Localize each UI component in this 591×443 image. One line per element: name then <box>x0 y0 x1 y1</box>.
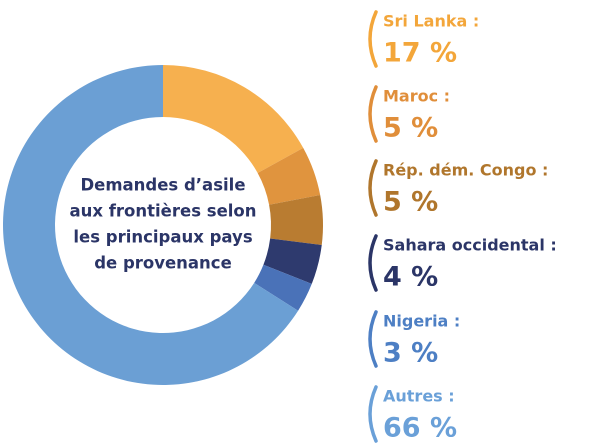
legend-label: Sri Lanka : <box>383 12 479 31</box>
value-label: 5 % <box>383 187 438 218</box>
donut-slice <box>257 147 321 205</box>
value-label: 4 % <box>383 262 438 293</box>
value-label: 3 % <box>383 338 438 369</box>
legend-label: Nigeria : <box>383 312 460 331</box>
chart-title: aux frontières selon <box>69 202 256 221</box>
legend-label: Maroc : <box>383 87 450 106</box>
donut-slice <box>269 195 323 246</box>
donut-slice <box>254 264 312 311</box>
donut-slice <box>3 65 299 385</box>
legend-bracket <box>368 85 378 143</box>
value-label: 5 % <box>383 113 438 144</box>
legend-label: Autres : <box>383 387 455 406</box>
chart-title: les principaux pays <box>73 228 252 247</box>
legend-bracket <box>368 310 378 368</box>
value-label: 17 % <box>383 38 457 69</box>
legend-label: Rép. dém. Congo : <box>383 161 548 180</box>
legend-bracket <box>368 10 378 68</box>
legend-bracket <box>368 385 378 443</box>
value-label: 66 % <box>383 413 457 443</box>
legend-bracket <box>368 159 378 217</box>
chart-title: de provenance <box>94 254 232 273</box>
legend-label: Sahara occidental : <box>383 236 557 255</box>
legend-bracket <box>368 234 378 292</box>
donut-slice <box>163 65 304 173</box>
chart-title: Demandes d’asile <box>80 176 245 195</box>
donut-slice <box>263 238 322 284</box>
